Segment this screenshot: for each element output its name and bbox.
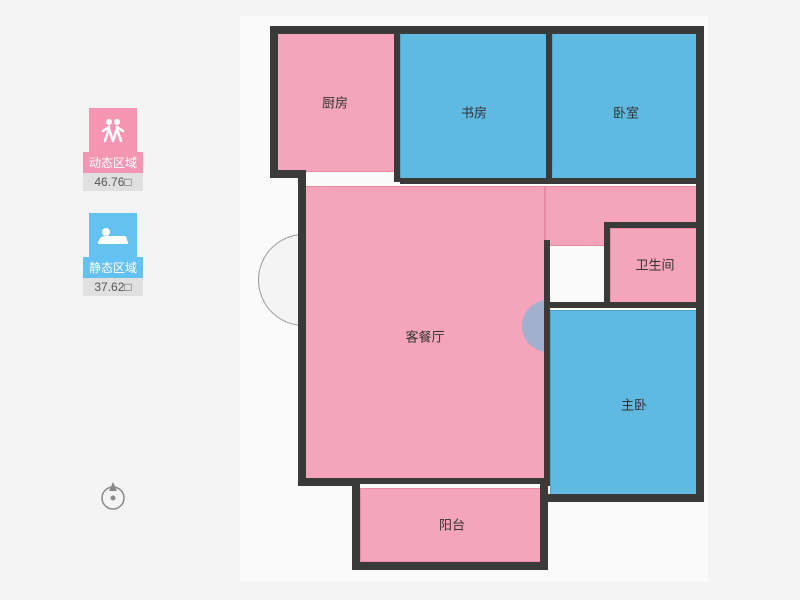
wall: [352, 562, 548, 570]
wall: [604, 222, 610, 306]
people-icon: [89, 108, 137, 152]
wall: [394, 30, 400, 182]
wall: [544, 302, 700, 308]
wall: [270, 26, 278, 178]
legend-dynamic-value: 46.76□: [83, 173, 143, 191]
wall: [544, 240, 550, 486]
room-label-living: 客餐厅: [405, 327, 444, 346]
room-label-master: 主卧: [621, 395, 647, 414]
wall: [696, 26, 704, 502]
legend-static-value: 37.62□: [83, 278, 143, 296]
wall: [270, 26, 702, 34]
compass-icon: [96, 478, 130, 512]
wall: [604, 222, 700, 228]
wall: [546, 30, 552, 182]
legend: 动态区域 46.76□ 静态区域 37.62□: [78, 108, 148, 318]
room-label-kitchen: 厨房: [322, 93, 348, 112]
wall: [400, 178, 700, 184]
wall: [298, 170, 306, 486]
floorplan: 厨房书房 卧室客餐厅 卫生间主卧阳台: [240, 16, 708, 582]
room-label-study: 书房: [461, 103, 487, 122]
legend-dynamic-label: 动态区域: [83, 152, 143, 173]
room-label-balcony: 阳台: [439, 515, 465, 534]
room-label-bedroom2: 卧室: [613, 103, 639, 122]
legend-dynamic: 动态区域 46.76□: [78, 108, 148, 191]
wall: [302, 478, 548, 484]
wall: [352, 478, 360, 568]
legend-static-label: 静态区域: [83, 257, 143, 278]
sleep-icon: [89, 213, 137, 257]
legend-static: 静态区域 37.62□: [78, 213, 148, 296]
wall: [540, 494, 702, 502]
room-label-bathroom: 卫生间: [635, 255, 674, 274]
